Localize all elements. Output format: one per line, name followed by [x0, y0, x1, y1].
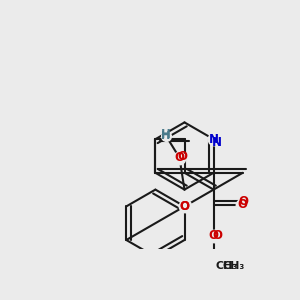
- Text: O: O: [179, 200, 190, 213]
- Text: H: H: [161, 128, 171, 141]
- Text: O: O: [178, 150, 188, 163]
- Text: O: O: [208, 229, 219, 242]
- Text: O: O: [179, 200, 190, 213]
- Text: N: N: [212, 136, 222, 149]
- Text: CH₃: CH₃: [223, 261, 245, 271]
- Text: O: O: [237, 198, 247, 211]
- Text: O: O: [175, 151, 184, 164]
- Text: O: O: [239, 195, 249, 208]
- Text: N: N: [208, 133, 219, 146]
- Text: H: H: [161, 131, 171, 141]
- Text: CH₃: CH₃: [216, 261, 238, 271]
- Text: O: O: [212, 229, 222, 242]
